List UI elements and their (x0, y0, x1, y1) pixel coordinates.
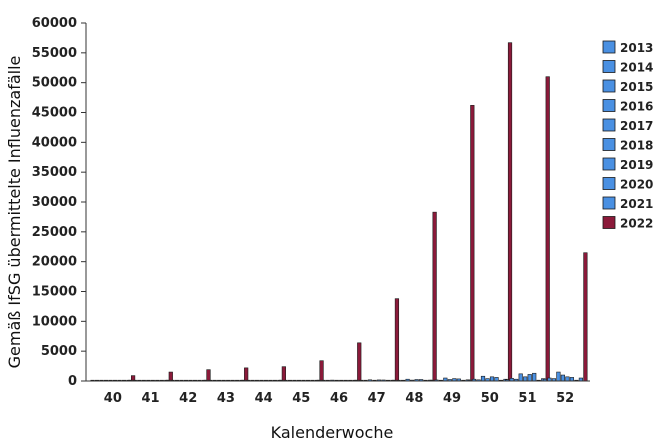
y-tick-label: 35000 (32, 165, 77, 180)
legend-swatch-2020 (602, 177, 616, 190)
bar-2022-week-52 (583, 252, 588, 382)
bar-2022-week-49 (470, 105, 475, 382)
y-tick-label: 10000 (32, 314, 77, 329)
legend-swatch-2022 (602, 216, 616, 229)
y-tick-label: 45000 (32, 106, 77, 121)
legend-swatch-2019 (602, 157, 616, 171)
bar-2018-week-52 (565, 376, 570, 382)
bar-2022-week-43 (244, 367, 249, 382)
x-tick-label: 43 (217, 391, 235, 406)
x-axis-title: Kalenderwoche (271, 423, 394, 442)
x-tick-label: 41 (141, 391, 159, 406)
bar-2019-week-50 (494, 377, 499, 382)
bar-2022-week-46 (357, 342, 362, 382)
legend-label-2022: 2022 (620, 217, 653, 231)
y-tick-label: 30000 (32, 195, 77, 210)
legend-label-2014: 2014 (620, 61, 653, 75)
legend-swatch-2013 (602, 40, 616, 54)
legend-swatch-2014 (602, 60, 616, 73)
x-tick-label: 46 (330, 391, 348, 406)
y-axis-title: Gemäß IfSG übermittelte Influenzafälle (5, 56, 24, 369)
bar-2019-week-51 (532, 372, 537, 382)
legend-label-2019: 2019 (620, 158, 653, 172)
legend-label-2015: 2015 (620, 80, 653, 94)
legend-label-2018: 2018 (620, 139, 653, 153)
legend-label-2016: 2016 (620, 100, 653, 114)
bar-2016-week-50 (480, 375, 486, 382)
x-tick-label: 52 (556, 391, 574, 406)
bar-2018-week-51 (527, 374, 532, 382)
bar-2019-week-52 (569, 377, 575, 382)
legend: 2013 2014 2015 2016 2017 2018 2019 2020 2021 2022 (602, 40, 653, 231)
x-axis-ticks: 40 41 42 43 44 45 46 47 48 49 50 51 52 (104, 391, 574, 406)
x-tick-label: 40 (104, 391, 122, 406)
bar-2016-week-51 (518, 373, 523, 382)
y-tick-label: 5000 (41, 344, 77, 359)
x-tick-label: 48 (405, 391, 423, 406)
x-tick-label: 42 (179, 391, 197, 406)
x-tick-label: 45 (292, 391, 310, 406)
y-tick-label: 55000 (32, 46, 77, 61)
bar-2017-week-52 (560, 374, 566, 382)
legend-label-2017: 2017 (620, 119, 653, 133)
legend-label-2013: 2013 (620, 41, 653, 55)
bar-2022-week-47 (394, 298, 400, 382)
x-tick-label: 44 (255, 391, 273, 406)
y-tick-label: 40000 (32, 135, 77, 150)
legend-swatch-2021 (602, 196, 616, 210)
bar-2022-week-44 (281, 366, 286, 382)
bars (90, 42, 588, 382)
legend-label-2020: 2020 (620, 178, 653, 192)
x-tick-label: 50 (481, 391, 499, 406)
y-tick-label: 20000 (32, 255, 77, 270)
legend-swatch-2018 (602, 138, 616, 151)
x-tick-label: 47 (368, 391, 386, 406)
y-axis-ticks: 0 5000 10000 15000 20000 25000 30000 35000 40000… (32, 16, 86, 389)
bar-2022-week-41 (168, 371, 173, 382)
y-tick-label: 50000 (32, 76, 77, 91)
bar-2022-week-42 (206, 369, 211, 382)
y-tick-label: 0 (68, 374, 77, 389)
y-tick-label: 15000 (32, 285, 77, 300)
bar-2022-week-50 (507, 42, 513, 382)
x-tick-label: 51 (518, 391, 536, 406)
bar-2022-week-45 (319, 360, 324, 382)
legend-swatch-2016 (602, 99, 616, 112)
y-tick-label: 60000 (32, 16, 77, 31)
bar-2018-week-50 (489, 376, 495, 382)
legend-label-2021: 2021 (620, 197, 653, 211)
bar-2017-week-51 (523, 376, 528, 382)
legend-swatch-2017 (602, 118, 616, 132)
bar-2022-week-48 (432, 211, 437, 382)
y-tick-label: 25000 (32, 225, 77, 240)
bar-2022-week-51 (545, 76, 550, 382)
bar-2016-week-52 (556, 371, 561, 382)
x-tick-label: 49 (443, 391, 461, 406)
legend-swatch-2015 (602, 79, 616, 93)
